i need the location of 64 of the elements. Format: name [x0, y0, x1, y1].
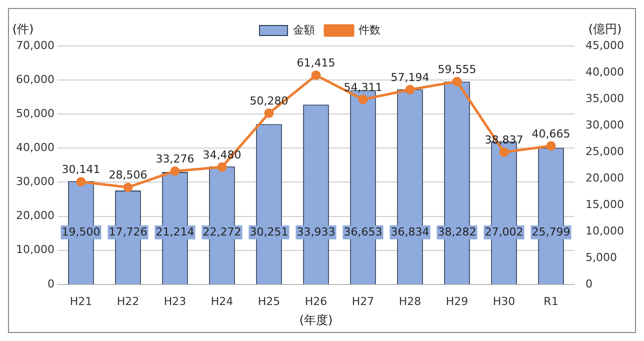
- y2-tick-label: 5,000: [586, 250, 618, 264]
- data-label: 22,272: [202, 225, 242, 238]
- y-tick-label: 70,000: [16, 38, 54, 52]
- y2-tick-label: 30,000: [586, 118, 624, 132]
- point: [217, 162, 227, 172]
- x-tick-label: H25: [258, 294, 280, 308]
- point: [405, 84, 415, 94]
- point: [76, 177, 86, 186]
- data-label: 54,311: [344, 80, 382, 94]
- data-label: 36,653: [344, 225, 382, 238]
- data-label: 36,834: [390, 225, 430, 238]
- data-label: 27,002: [484, 225, 524, 238]
- point: [358, 94, 368, 104]
- point: [452, 76, 462, 86]
- data-label: 33,933: [296, 225, 336, 238]
- y-tick-label: 10,000: [16, 243, 54, 256]
- y2-tick-label: 15,000: [586, 198, 624, 211]
- x-tick-label: H23: [164, 294, 186, 308]
- y2-axis-title: (億円): [588, 22, 622, 36]
- y2-tick-label: 40,000: [586, 65, 624, 78]
- data-label: 61,415: [296, 56, 336, 70]
- x-axis-title: (年度): [299, 312, 333, 327]
- data-label: 21,214: [156, 225, 194, 238]
- data-label: 19,500: [62, 225, 100, 238]
- y-tick-label: 0: [47, 277, 54, 290]
- x-tick-label: H28: [398, 294, 422, 308]
- y2-tick-label: 35,000: [586, 92, 624, 105]
- data-label: 25,799: [532, 225, 570, 238]
- y-tick-label: 60,000: [16, 72, 54, 86]
- point: [264, 108, 274, 118]
- y-axis-title: (件): [12, 22, 34, 36]
- data-label: 40,665: [532, 127, 570, 140]
- x-tick-label: H30: [492, 294, 516, 308]
- point: [123, 182, 133, 192]
- x-tick-label: H26: [304, 294, 328, 308]
- data-label: 38,282: [438, 225, 476, 238]
- x-tick-label: H27: [352, 294, 374, 308]
- y-tick-label: 50,000: [16, 106, 54, 120]
- y-tick-label: 20,000: [16, 209, 54, 222]
- y2-tick-label: 25,000: [586, 144, 624, 158]
- y2-tick-label: 45,000: [586, 38, 624, 52]
- y2-tick-label: 10,000: [586, 224, 624, 238]
- data-label: 59,555: [438, 62, 476, 76]
- x-tick-label: H24: [210, 294, 234, 308]
- y2-tick-label: 0: [586, 277, 593, 290]
- point: [499, 147, 509, 157]
- data-label: 30,251: [250, 225, 288, 238]
- y-tick-label: 40,000: [16, 141, 54, 154]
- legend-label: 件数: [358, 23, 380, 36]
- x-tick-label: H22: [116, 294, 140, 308]
- y2-tick-label: 20,000: [586, 171, 624, 184]
- x-tick-label: H21: [70, 294, 92, 308]
- x-tick-label: H29: [446, 294, 468, 308]
- y-tick-label: 30,000: [16, 175, 54, 188]
- data-label: 57,194: [390, 70, 430, 84]
- point: [311, 70, 321, 80]
- point: [546, 141, 556, 151]
- data-label: 30,141: [62, 163, 100, 176]
- data-label: 33,276: [156, 152, 194, 166]
- legend-label: 金額: [293, 23, 315, 36]
- x-tick-label: R1: [544, 294, 558, 308]
- point: [170, 166, 180, 176]
- data-label: 17,726: [108, 225, 148, 238]
- data-label: 28,506: [108, 168, 148, 182]
